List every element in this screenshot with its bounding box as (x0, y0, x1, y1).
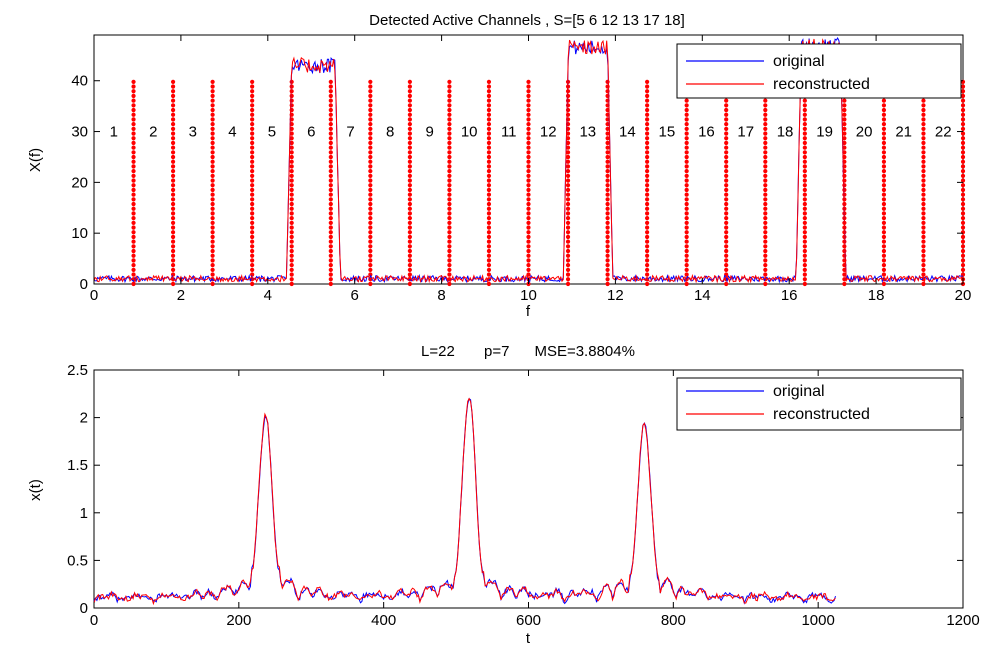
top-data-layer: 1 2 3 4 5 6 7 8 9 10 11 12 13 14 15 16 17 18 19 20 21 22 (94, 36, 966, 287)
bottom-legend-label-original: original (773, 383, 825, 400)
top-xtick-label-4: 4 (264, 287, 272, 304)
bottom-series-reconstructed (93, 397, 836, 606)
bottom-xtick-label-200: 200 (226, 612, 251, 629)
top-ytick-label-0: 0 (80, 276, 88, 293)
channel-label-20: 20 (856, 124, 873, 141)
top-xtick-label-8: 8 (437, 287, 445, 304)
bottom-ytick-label-2: 2 (80, 410, 88, 427)
channel-label-5: 5 (268, 124, 276, 141)
bottom-plot-title: L=22 p=7 MSE=3.8804% (421, 343, 635, 360)
channel-label-1: 1 (110, 124, 118, 141)
top-plot: Detected Active Channels , S=[5 6 12 13 … (27, 12, 971, 320)
top-xtick-label-16: 16 (781, 287, 798, 304)
bottom-legend-box (676, 377, 962, 431)
channel-label-21: 21 (895, 124, 912, 141)
channel-label-18: 18 (777, 124, 794, 141)
channel-label-10: 10 (461, 124, 478, 141)
bottom-ytick-label-0: 0 (80, 600, 88, 617)
top-xtick-label-2: 2 (177, 287, 185, 304)
top-xtick-label-14: 14 (694, 287, 711, 304)
channel-label-13: 13 (579, 124, 596, 141)
top-xtick-label-10: 10 (520, 287, 537, 304)
channel-label-4: 4 (228, 124, 236, 141)
channel-label-6: 6 (307, 124, 315, 141)
top-ytick-label-10: 10 (71, 225, 88, 242)
bottom-xtick-label-400: 400 (371, 612, 396, 629)
top-xtick-label-20: 20 (955, 287, 972, 304)
top-ytick-label-30: 30 (71, 124, 88, 141)
bottom-ytick-label-1: 1 (80, 505, 88, 522)
top-legend-box (676, 43, 962, 99)
bottom-xtick-label-1000: 1000 (801, 612, 834, 629)
channel-label-15: 15 (659, 124, 676, 141)
channel-label-9: 9 (425, 124, 433, 141)
channel-label-22: 22 (935, 124, 952, 141)
bottom-ticks: 0 200 400 600 800 1000 1200 0 0.5 1 1.5 2 2.5 (67, 362, 980, 629)
top-xtick-label-0: 0 (90, 287, 98, 304)
channel-label-7: 7 (346, 124, 354, 141)
top-plot-ylabel: X(f) (27, 148, 44, 172)
bottom-ytick-label-2.5: 2.5 (67, 362, 88, 379)
top-xtick-label-18: 18 (868, 287, 885, 304)
top-legend-label-original: original (773, 53, 825, 70)
channel-label-8: 8 (386, 124, 394, 141)
bottom-plot-ylabel: x(t) (27, 479, 44, 501)
top-legend[interactable]: original reconstructed (676, 43, 962, 99)
channel-label-16: 16 (698, 124, 715, 141)
channel-label-17: 17 (737, 124, 754, 141)
bottom-legend-label-reconstructed: reconstructed (773, 406, 870, 423)
channel-label-2: 2 (149, 124, 157, 141)
bottom-ytick-label-0.5: 0.5 (67, 552, 88, 569)
bottom-plot-xlabel: t (526, 630, 531, 647)
bottom-xtick-label-0: 0 (90, 612, 98, 629)
top-legend-label-reconstructed: reconstructed (773, 76, 870, 93)
top-plot-xlabel: f (526, 303, 531, 320)
bottom-xtick-label-1200: 1200 (946, 612, 979, 629)
bottom-xtick-label-800: 800 (661, 612, 686, 629)
channel-label-19: 19 (816, 124, 833, 141)
channel-label-14: 14 (619, 124, 636, 141)
channel-label-12: 12 (540, 124, 557, 141)
channel-label-11: 11 (501, 124, 517, 141)
top-plot-title: Detected Active Channels , S=[5 6 12 13 … (369, 12, 685, 29)
bottom-data-layer (93, 397, 836, 606)
top-xtick-label-12: 12 (607, 287, 624, 304)
top-ytick-label-20: 20 (71, 174, 88, 191)
bottom-ytick-label-1.5: 1.5 (67, 457, 88, 474)
bottom-plot: L=22 p=7 MSE=3.8804% 0 200 400 600 800 1000 12… (27, 343, 980, 647)
channel-label-3: 3 (189, 124, 197, 141)
top-ytick-label-40: 40 (71, 73, 88, 90)
bottom-legend[interactable]: original reconstructed (676, 377, 962, 431)
bottom-xtick-label-600: 600 (516, 612, 541, 629)
top-xtick-label-6: 6 (351, 287, 359, 304)
